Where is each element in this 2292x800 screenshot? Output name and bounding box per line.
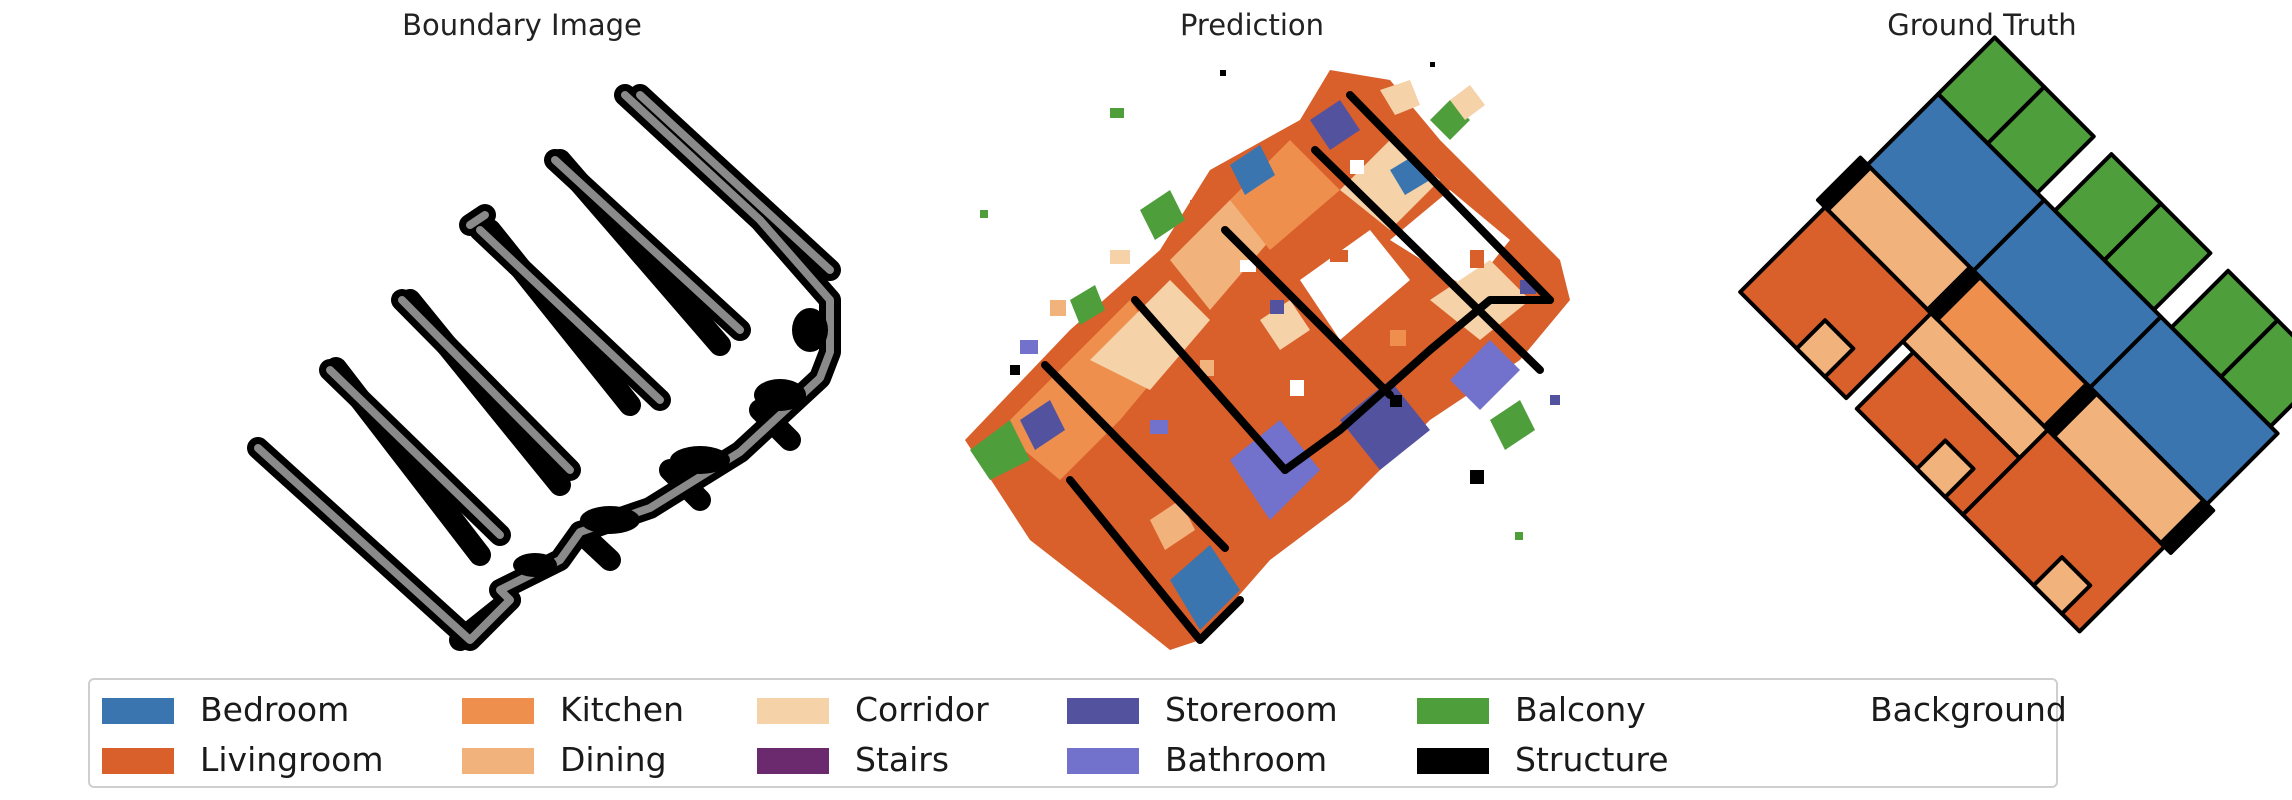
legend-label-corridor: Corridor [855, 690, 989, 729]
legend-swatch-bathroom [1067, 748, 1139, 774]
prediction-title: Prediction [1179, 8, 1325, 42]
legend-swatch-stairs [757, 748, 829, 774]
legend-label-livingroom: Livingroom [200, 740, 384, 779]
legend-label-kitchen: Kitchen [560, 690, 685, 729]
legend-label-bedroom: Bedroom [200, 690, 350, 729]
legend-swatch-structure [1417, 748, 1489, 774]
legend-label-storeroom: Storeroom [1165, 690, 1338, 729]
legend-swatch-background [1772, 698, 1844, 724]
legend-label-background: Background [1870, 690, 2067, 729]
legend-label-structure: Structure [1515, 740, 1669, 779]
ground-truth-image [1738, 35, 2292, 634]
ground-truth-panel: Ground Truth [1600, 0, 2292, 670]
legend-swatch-storeroom [1067, 698, 1139, 724]
legend-label-balcony: Balcony [1515, 690, 1646, 729]
boundary-image-panel: Boundary Image [140, 0, 904, 670]
legend-swatch-bedroom [102, 698, 174, 724]
prediction-panel: Prediction [870, 0, 1634, 670]
boundary-image [247, 84, 841, 651]
ground-truth-title: Ground Truth [1887, 8, 2077, 42]
legend: Bedroom Livingroom Kitchen Dining Corrid… [88, 678, 2067, 788]
legend-label-bathroom: Bathroom [1165, 740, 1328, 779]
legend-swatch-corridor [757, 698, 829, 724]
boundary-image-title: Boundary Image [402, 8, 642, 42]
legend-swatch-balcony [1417, 698, 1489, 724]
legend-swatch-kitchen [462, 698, 534, 724]
prediction-image [965, 62, 1570, 650]
legend-swatch-livingroom [102, 748, 174, 774]
legend-swatch-dining [462, 748, 534, 774]
legend-label-dining: Dining [560, 740, 667, 779]
legend-label-stairs: Stairs [855, 740, 950, 779]
